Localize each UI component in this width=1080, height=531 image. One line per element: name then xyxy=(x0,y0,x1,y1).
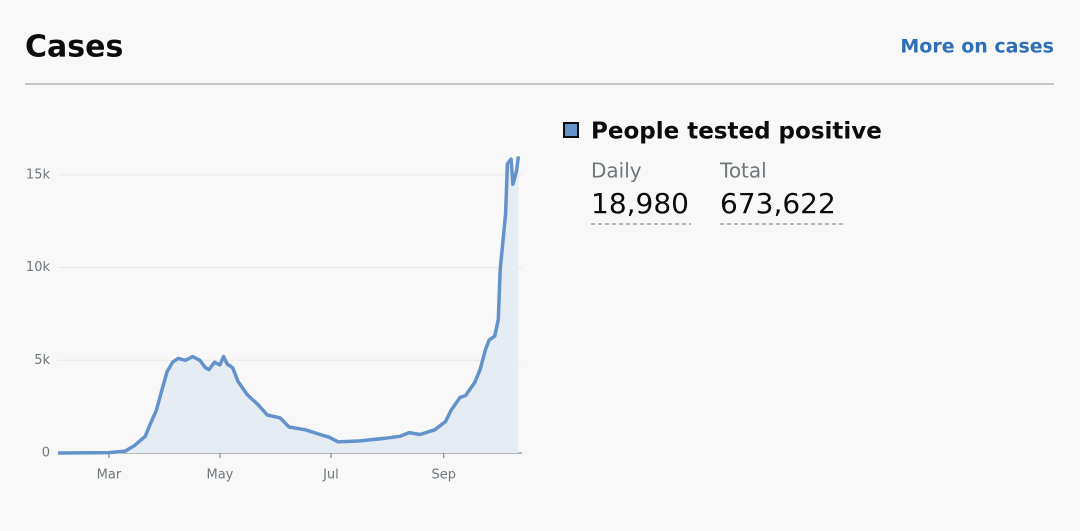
total-label: Total xyxy=(719,159,767,183)
more-link[interactable]: More on cases xyxy=(900,36,1054,58)
y-tick-label: 10k xyxy=(26,260,51,275)
x-tick-label: May xyxy=(206,468,233,483)
y-tick-label: 5k xyxy=(34,353,50,368)
y-tick-label: 15k xyxy=(26,167,51,182)
daily-value[interactable]: 18,980 xyxy=(591,187,689,220)
legend-label: People tested positive xyxy=(591,119,882,145)
x-tick-label: Mar xyxy=(97,468,122,483)
legend-swatch xyxy=(563,122,579,138)
x-tick-label: Sep xyxy=(431,468,456,483)
daily-label: Daily xyxy=(591,159,642,183)
line xyxy=(57,156,521,455)
x-tick-label: Jul xyxy=(322,468,339,483)
card-title: Cases xyxy=(25,30,123,65)
area xyxy=(58,156,519,453)
y-tick-label: 0 xyxy=(42,446,50,461)
total-value[interactable]: 673,622 xyxy=(720,187,836,220)
